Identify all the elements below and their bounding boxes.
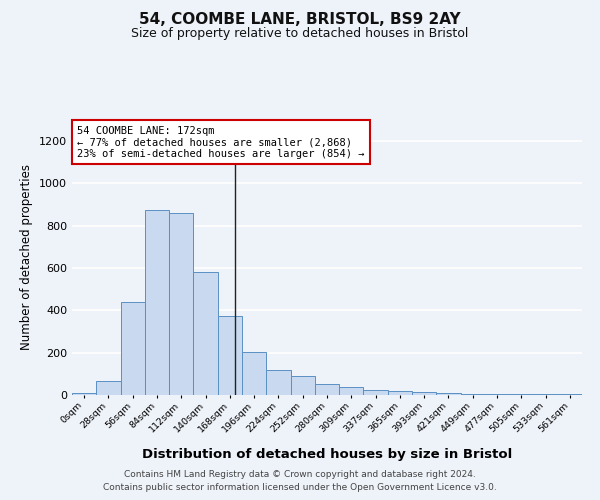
X-axis label: Distribution of detached houses by size in Bristol: Distribution of detached houses by size … xyxy=(142,448,512,461)
Bar xyxy=(193,272,218,395)
Bar xyxy=(145,210,169,395)
Y-axis label: Number of detached properties: Number of detached properties xyxy=(20,164,34,350)
Bar xyxy=(121,302,145,395)
Text: Contains HM Land Registry data © Crown copyright and database right 2024.: Contains HM Land Registry data © Crown c… xyxy=(124,470,476,479)
Bar xyxy=(169,213,193,395)
Bar xyxy=(218,316,242,395)
Bar xyxy=(339,386,364,395)
Bar xyxy=(266,370,290,395)
Bar xyxy=(485,394,509,395)
Bar xyxy=(96,381,121,395)
Bar xyxy=(72,393,96,395)
Bar xyxy=(461,394,485,395)
Bar xyxy=(388,391,412,395)
Text: Contains public sector information licensed under the Open Government Licence v3: Contains public sector information licen… xyxy=(103,484,497,492)
Bar xyxy=(412,392,436,395)
Bar xyxy=(558,394,582,395)
Bar xyxy=(533,394,558,395)
Bar xyxy=(290,376,315,395)
Bar xyxy=(509,394,533,395)
Bar xyxy=(436,394,461,395)
Bar xyxy=(315,384,339,395)
Text: Size of property relative to detached houses in Bristol: Size of property relative to detached ho… xyxy=(131,28,469,40)
Text: 54 COOMBE LANE: 172sqm
← 77% of detached houses are smaller (2,868)
23% of semi-: 54 COOMBE LANE: 172sqm ← 77% of detached… xyxy=(77,126,365,158)
Bar xyxy=(364,390,388,395)
Text: 54, COOMBE LANE, BRISTOL, BS9 2AY: 54, COOMBE LANE, BRISTOL, BS9 2AY xyxy=(139,12,461,28)
Bar xyxy=(242,352,266,395)
